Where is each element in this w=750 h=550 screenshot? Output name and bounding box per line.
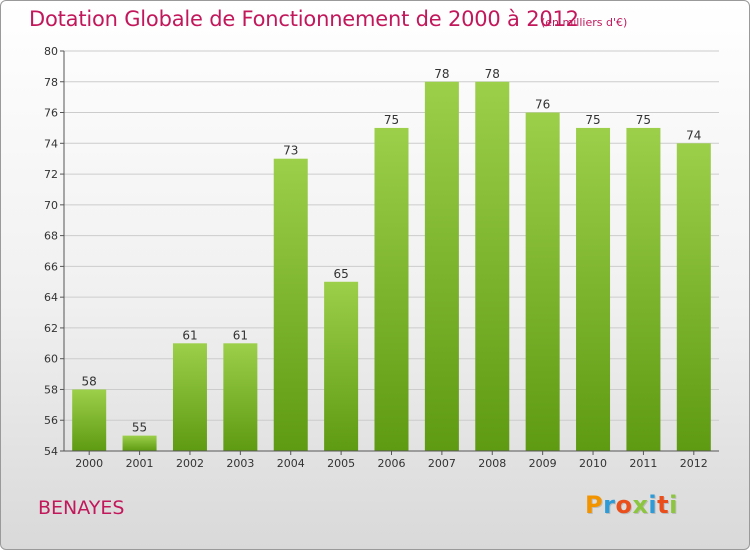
bar <box>525 112 560 452</box>
x-tick-label: 2001 <box>126 457 154 470</box>
data-label: 55 <box>132 421 147 435</box>
y-tick-label: 58 <box>44 383 58 396</box>
bar <box>676 143 711 452</box>
bar <box>626 127 661 451</box>
y-tick-label: 78 <box>44 76 58 89</box>
x-tick-label: 2004 <box>277 457 305 470</box>
x-tick-label: 2006 <box>378 457 406 470</box>
data-label: 73 <box>283 144 298 158</box>
chart-title: Dotation Globale de Fonctionnement de 20… <box>29 7 579 31</box>
logo-letter: P <box>585 491 604 519</box>
bar <box>475 81 510 452</box>
x-tick-label: 2007 <box>428 457 456 470</box>
y-tick-label: 74 <box>44 137 58 150</box>
data-label: 58 <box>82 374 97 388</box>
chart-unit: (en milliers d'€) <box>541 16 628 29</box>
y-tick-label: 56 <box>44 414 58 427</box>
data-label: 76 <box>535 98 550 112</box>
y-tick-label: 76 <box>44 107 58 120</box>
y-tick-label: 60 <box>44 353 58 366</box>
data-label: 65 <box>333 267 348 281</box>
proxiti-logo: Proxiti <box>585 491 678 519</box>
x-tick-label: 2010 <box>579 457 607 470</box>
x-tick-label: 2003 <box>226 457 254 470</box>
y-tick-label: 64 <box>44 291 58 304</box>
logo-letter: r <box>603 491 616 519</box>
x-tick-label: 2008 <box>478 457 506 470</box>
x-tick-label: 2011 <box>629 457 657 470</box>
bar <box>72 389 107 451</box>
data-label: 75 <box>384 113 399 127</box>
logo-letter: o <box>615 491 633 519</box>
y-tick-label: 54 <box>44 445 58 458</box>
bar <box>374 127 409 451</box>
bar <box>576 127 611 451</box>
bar <box>324 281 359 451</box>
data-label: 61 <box>182 328 197 342</box>
bars: 58 55 61 61 73 65 75 78 78 76 75 75 74 <box>72 67 711 452</box>
y-tick-label: 70 <box>44 199 58 212</box>
logo-letter: t <box>657 491 670 519</box>
bar <box>172 343 207 451</box>
y-tick-label: 80 <box>44 45 58 58</box>
bar <box>223 343 258 451</box>
x-tick-label: 2012 <box>680 457 708 470</box>
logo-letter: i <box>669 491 678 519</box>
x-tick-label: 2000 <box>75 457 103 470</box>
x-tick-label: 2005 <box>327 457 355 470</box>
data-label: 74 <box>686 128 701 142</box>
y-tick-label: 66 <box>44 260 58 273</box>
data-label: 78 <box>485 67 500 81</box>
bar <box>273 158 308 451</box>
logo-letter: i <box>648 491 658 519</box>
y-tick-label: 68 <box>44 230 58 243</box>
x-tick-label: 2009 <box>529 457 557 470</box>
data-label: 75 <box>636 113 651 127</box>
y-tick-label: 62 <box>44 322 58 335</box>
x-tick-label: 2002 <box>176 457 204 470</box>
data-label: 78 <box>434 67 449 81</box>
data-label: 75 <box>585 113 600 127</box>
data-label: 61 <box>233 328 248 342</box>
logo-letter: x <box>632 491 649 519</box>
bar <box>122 435 157 451</box>
axes: 54 56 58 60 62 64 66 68 70 72 74 76 78 80 2000 2001 2002… <box>44 45 719 470</box>
bar <box>424 81 459 452</box>
city-name: BENAYES <box>38 497 125 519</box>
y-tick-label: 72 <box>44 168 58 181</box>
